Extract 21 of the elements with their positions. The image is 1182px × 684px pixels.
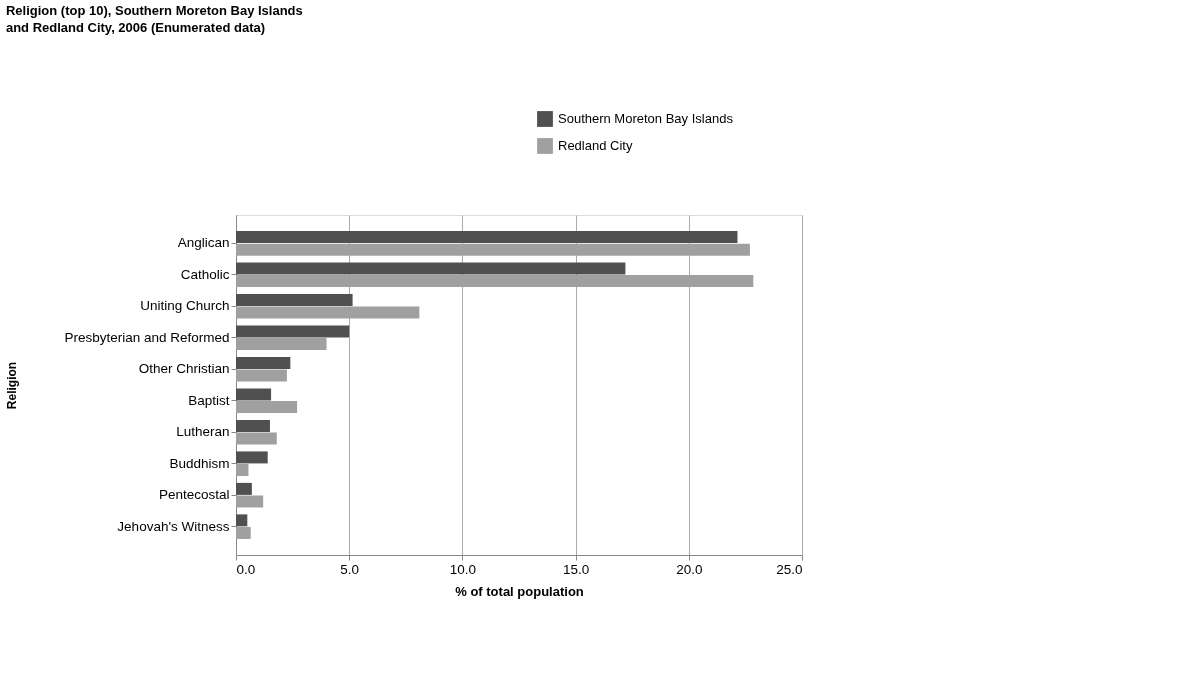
x-tick-label: 20.0 [676, 561, 703, 577]
y-tick-label: Uniting Church [140, 298, 230, 314]
y-tick-label: Pentecostal [158, 487, 230, 503]
legend-label: Southern Moreton Bay Islands [558, 111, 734, 126]
y-tick-label: Jehovah's Witness [117, 518, 230, 534]
y-tick-label: Anglican [177, 235, 230, 251]
y-tick-label: Baptist [188, 392, 230, 408]
x-axis-title: % of total population [455, 584, 584, 599]
x-tick-label: 5.0 [340, 561, 360, 577]
x-tick-label: 10.0 [449, 561, 477, 577]
chart-title: Religion (top 10), Southern Moreton Bay Islands and Redland City, 2006 (Enumerated data) [5, 3, 303, 35]
legend-label: Redland City [558, 138, 633, 153]
y-tick-label: Buddhism [169, 455, 230, 471]
x-tick-label: 0.0 [236, 561, 256, 577]
y-tick-label: Presbyterian and Reformed [64, 329, 230, 345]
y-tick-label: Catholic [180, 266, 230, 282]
x-tick-label: 15.0 [562, 561, 590, 577]
x-tick-label: 25.0 [776, 561, 803, 577]
y-tick-label: Other Christian [138, 361, 230, 377]
y-tick-label: Lutheran [176, 424, 230, 440]
y-axis-title: Religion [5, 361, 20, 410]
